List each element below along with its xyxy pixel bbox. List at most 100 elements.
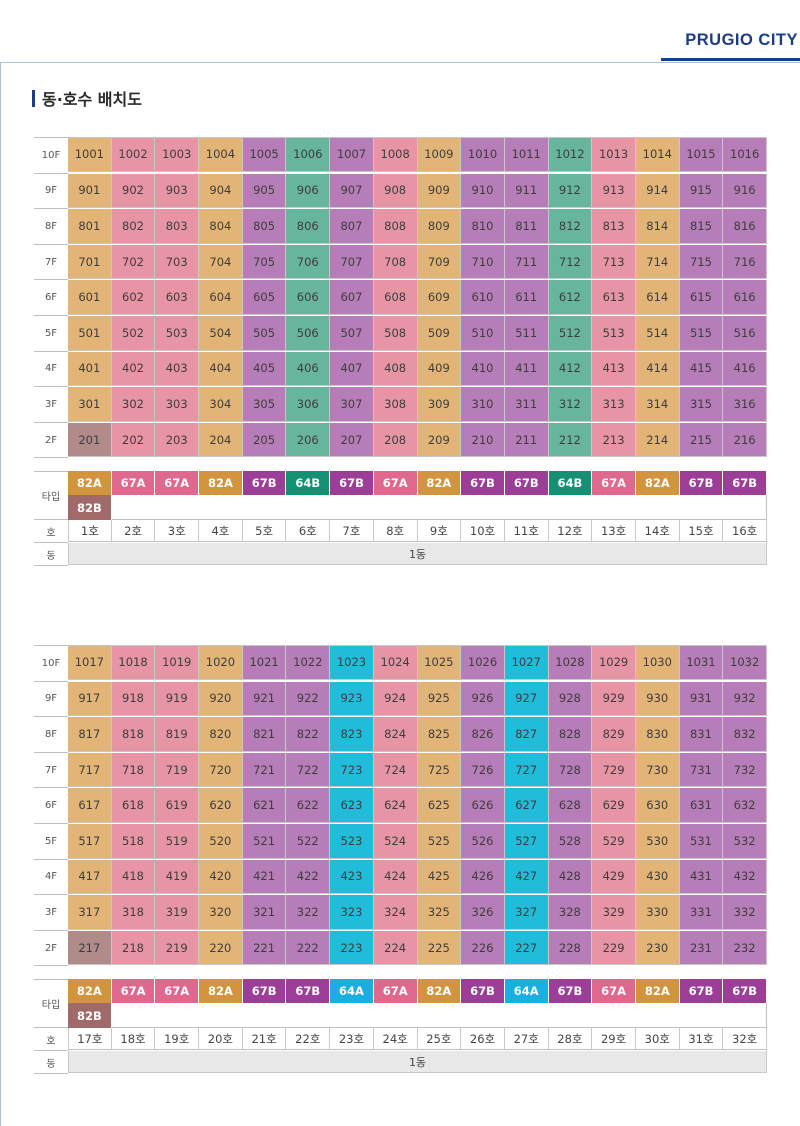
unit-cell[interactable]: 1015 (679, 137, 724, 172)
unit-cell[interactable]: 906 (286, 173, 331, 209)
unit-cell[interactable]: 205 (242, 422, 287, 458)
unit-cell[interactable]: 614 (635, 280, 680, 315)
unit-cell[interactable]: 817 (68, 717, 112, 752)
unit-cell[interactable]: 1031 (679, 645, 724, 680)
unit-cell[interactable]: 927 (504, 681, 549, 717)
unit-cell[interactable]: 1028 (548, 645, 593, 680)
unit-cell[interactable]: 915 (679, 173, 724, 209)
unit-cell[interactable]: 1025 (417, 645, 462, 680)
unit-cell[interactable]: 609 (417, 280, 462, 315)
unit-cell[interactable]: 313 (592, 387, 636, 422)
unit-cell[interactable]: 503 (155, 315, 200, 351)
unit-cell[interactable]: 508 (373, 315, 418, 351)
unit-cell[interactable]: 220 (199, 930, 243, 966)
unit-cell[interactable]: 602 (111, 280, 156, 315)
unit-cell[interactable]: 1024 (373, 645, 418, 680)
unit-cell[interactable]: 708 (373, 244, 418, 280)
unit-cell[interactable]: 724 (373, 752, 418, 788)
unit-cell[interactable]: 1002 (111, 137, 156, 172)
unit-cell[interactable]: 211 (504, 422, 549, 458)
unit-cell[interactable]: 203 (155, 422, 200, 458)
unit-cell[interactable]: 1029 (592, 645, 636, 680)
unit-cell[interactable]: 422 (286, 859, 331, 895)
unit-cell[interactable]: 419 (155, 859, 200, 895)
unit-cell[interactable]: 813 (592, 209, 636, 244)
unit-cell[interactable]: 732 (723, 752, 767, 788)
unit-cell[interactable]: 529 (592, 823, 636, 859)
unit-cell[interactable]: 505 (242, 315, 287, 351)
unit-cell[interactable]: 221 (242, 930, 287, 966)
unit-cell[interactable]: 410 (461, 351, 505, 387)
unit-cell[interactable]: 510 (461, 315, 505, 351)
unit-cell[interactable]: 706 (286, 244, 331, 280)
unit-cell[interactable]: 526 (461, 823, 505, 859)
unit-cell[interactable]: 825 (417, 717, 462, 752)
unit-cell[interactable]: 427 (504, 859, 549, 895)
unit-cell[interactable]: 729 (592, 752, 636, 788)
unit-cell[interactable]: 1009 (417, 137, 462, 172)
unit-cell[interactable]: 224 (373, 930, 418, 966)
unit-cell[interactable]: 1016 (723, 137, 767, 172)
unit-cell[interactable]: 631 (679, 788, 724, 823)
unit-cell[interactable]: 1032 (723, 645, 767, 680)
unit-cell[interactable]: 420 (199, 859, 243, 895)
unit-cell[interactable]: 515 (679, 315, 724, 351)
unit-cell[interactable]: 324 (373, 895, 418, 930)
unit-cell[interactable]: 629 (592, 788, 636, 823)
unit-cell[interactable]: 528 (548, 823, 593, 859)
unit-cell[interactable]: 705 (242, 244, 287, 280)
unit-cell[interactable]: 502 (111, 315, 156, 351)
unit-cell[interactable]: 320 (199, 895, 243, 930)
unit-cell[interactable]: 310 (461, 387, 505, 422)
unit-cell[interactable]: 619 (155, 788, 200, 823)
unit-cell[interactable]: 716 (723, 244, 767, 280)
unit-cell[interactable]: 201 (68, 422, 112, 458)
unit-cell[interactable]: 218 (111, 930, 156, 966)
unit-cell[interactable]: 425 (417, 859, 462, 895)
unit-cell[interactable]: 910 (461, 173, 505, 209)
unit-cell[interactable]: 328 (548, 895, 593, 930)
unit-cell[interactable]: 501 (68, 315, 112, 351)
unit-cell[interactable]: 430 (635, 859, 680, 895)
unit-cell[interactable]: 828 (548, 717, 593, 752)
unit-cell[interactable]: 202 (111, 422, 156, 458)
unit-cell[interactable]: 307 (330, 387, 374, 422)
unit-cell[interactable]: 226 (461, 930, 505, 966)
unit-cell[interactable]: 206 (286, 422, 331, 458)
unit-cell[interactable]: 306 (286, 387, 331, 422)
unit-cell[interactable]: 228 (548, 930, 593, 966)
unit-cell[interactable]: 401 (68, 351, 112, 387)
unit-cell[interactable]: 216 (723, 422, 767, 458)
unit-cell[interactable]: 803 (155, 209, 200, 244)
unit-cell[interactable]: 618 (111, 788, 156, 823)
unit-cell[interactable]: 701 (68, 244, 112, 280)
unit-cell[interactable]: 504 (199, 315, 243, 351)
unit-cell[interactable]: 423 (330, 859, 374, 895)
unit-cell[interactable]: 1007 (330, 137, 374, 172)
unit-cell[interactable]: 311 (504, 387, 549, 422)
unit-cell[interactable]: 632 (723, 788, 767, 823)
unit-cell[interactable]: 517 (68, 823, 112, 859)
unit-cell[interactable]: 308 (373, 387, 418, 422)
unit-cell[interactable]: 513 (592, 315, 636, 351)
unit-cell[interactable]: 722 (286, 752, 331, 788)
unit-cell[interactable]: 404 (199, 351, 243, 387)
unit-cell[interactable]: 302 (111, 387, 156, 422)
unit-cell[interactable]: 329 (592, 895, 636, 930)
unit-cell[interactable]: 816 (723, 209, 767, 244)
unit-cell[interactable]: 809 (417, 209, 462, 244)
unit-cell[interactable]: 918 (111, 681, 156, 717)
unit-cell[interactable]: 1001 (68, 137, 112, 172)
unit-cell[interactable]: 923 (330, 681, 374, 717)
unit-cell[interactable]: 428 (548, 859, 593, 895)
unit-cell[interactable]: 1030 (635, 645, 680, 680)
unit-cell[interactable]: 330 (635, 895, 680, 930)
unit-cell[interactable]: 229 (592, 930, 636, 966)
unit-cell[interactable]: 232 (723, 930, 767, 966)
unit-cell[interactable]: 830 (635, 717, 680, 752)
unit-cell[interactable]: 605 (242, 280, 287, 315)
unit-cell[interactable]: 719 (155, 752, 200, 788)
unit-cell[interactable]: 407 (330, 351, 374, 387)
unit-cell[interactable]: 1003 (155, 137, 200, 172)
unit-cell[interactable]: 208 (373, 422, 418, 458)
